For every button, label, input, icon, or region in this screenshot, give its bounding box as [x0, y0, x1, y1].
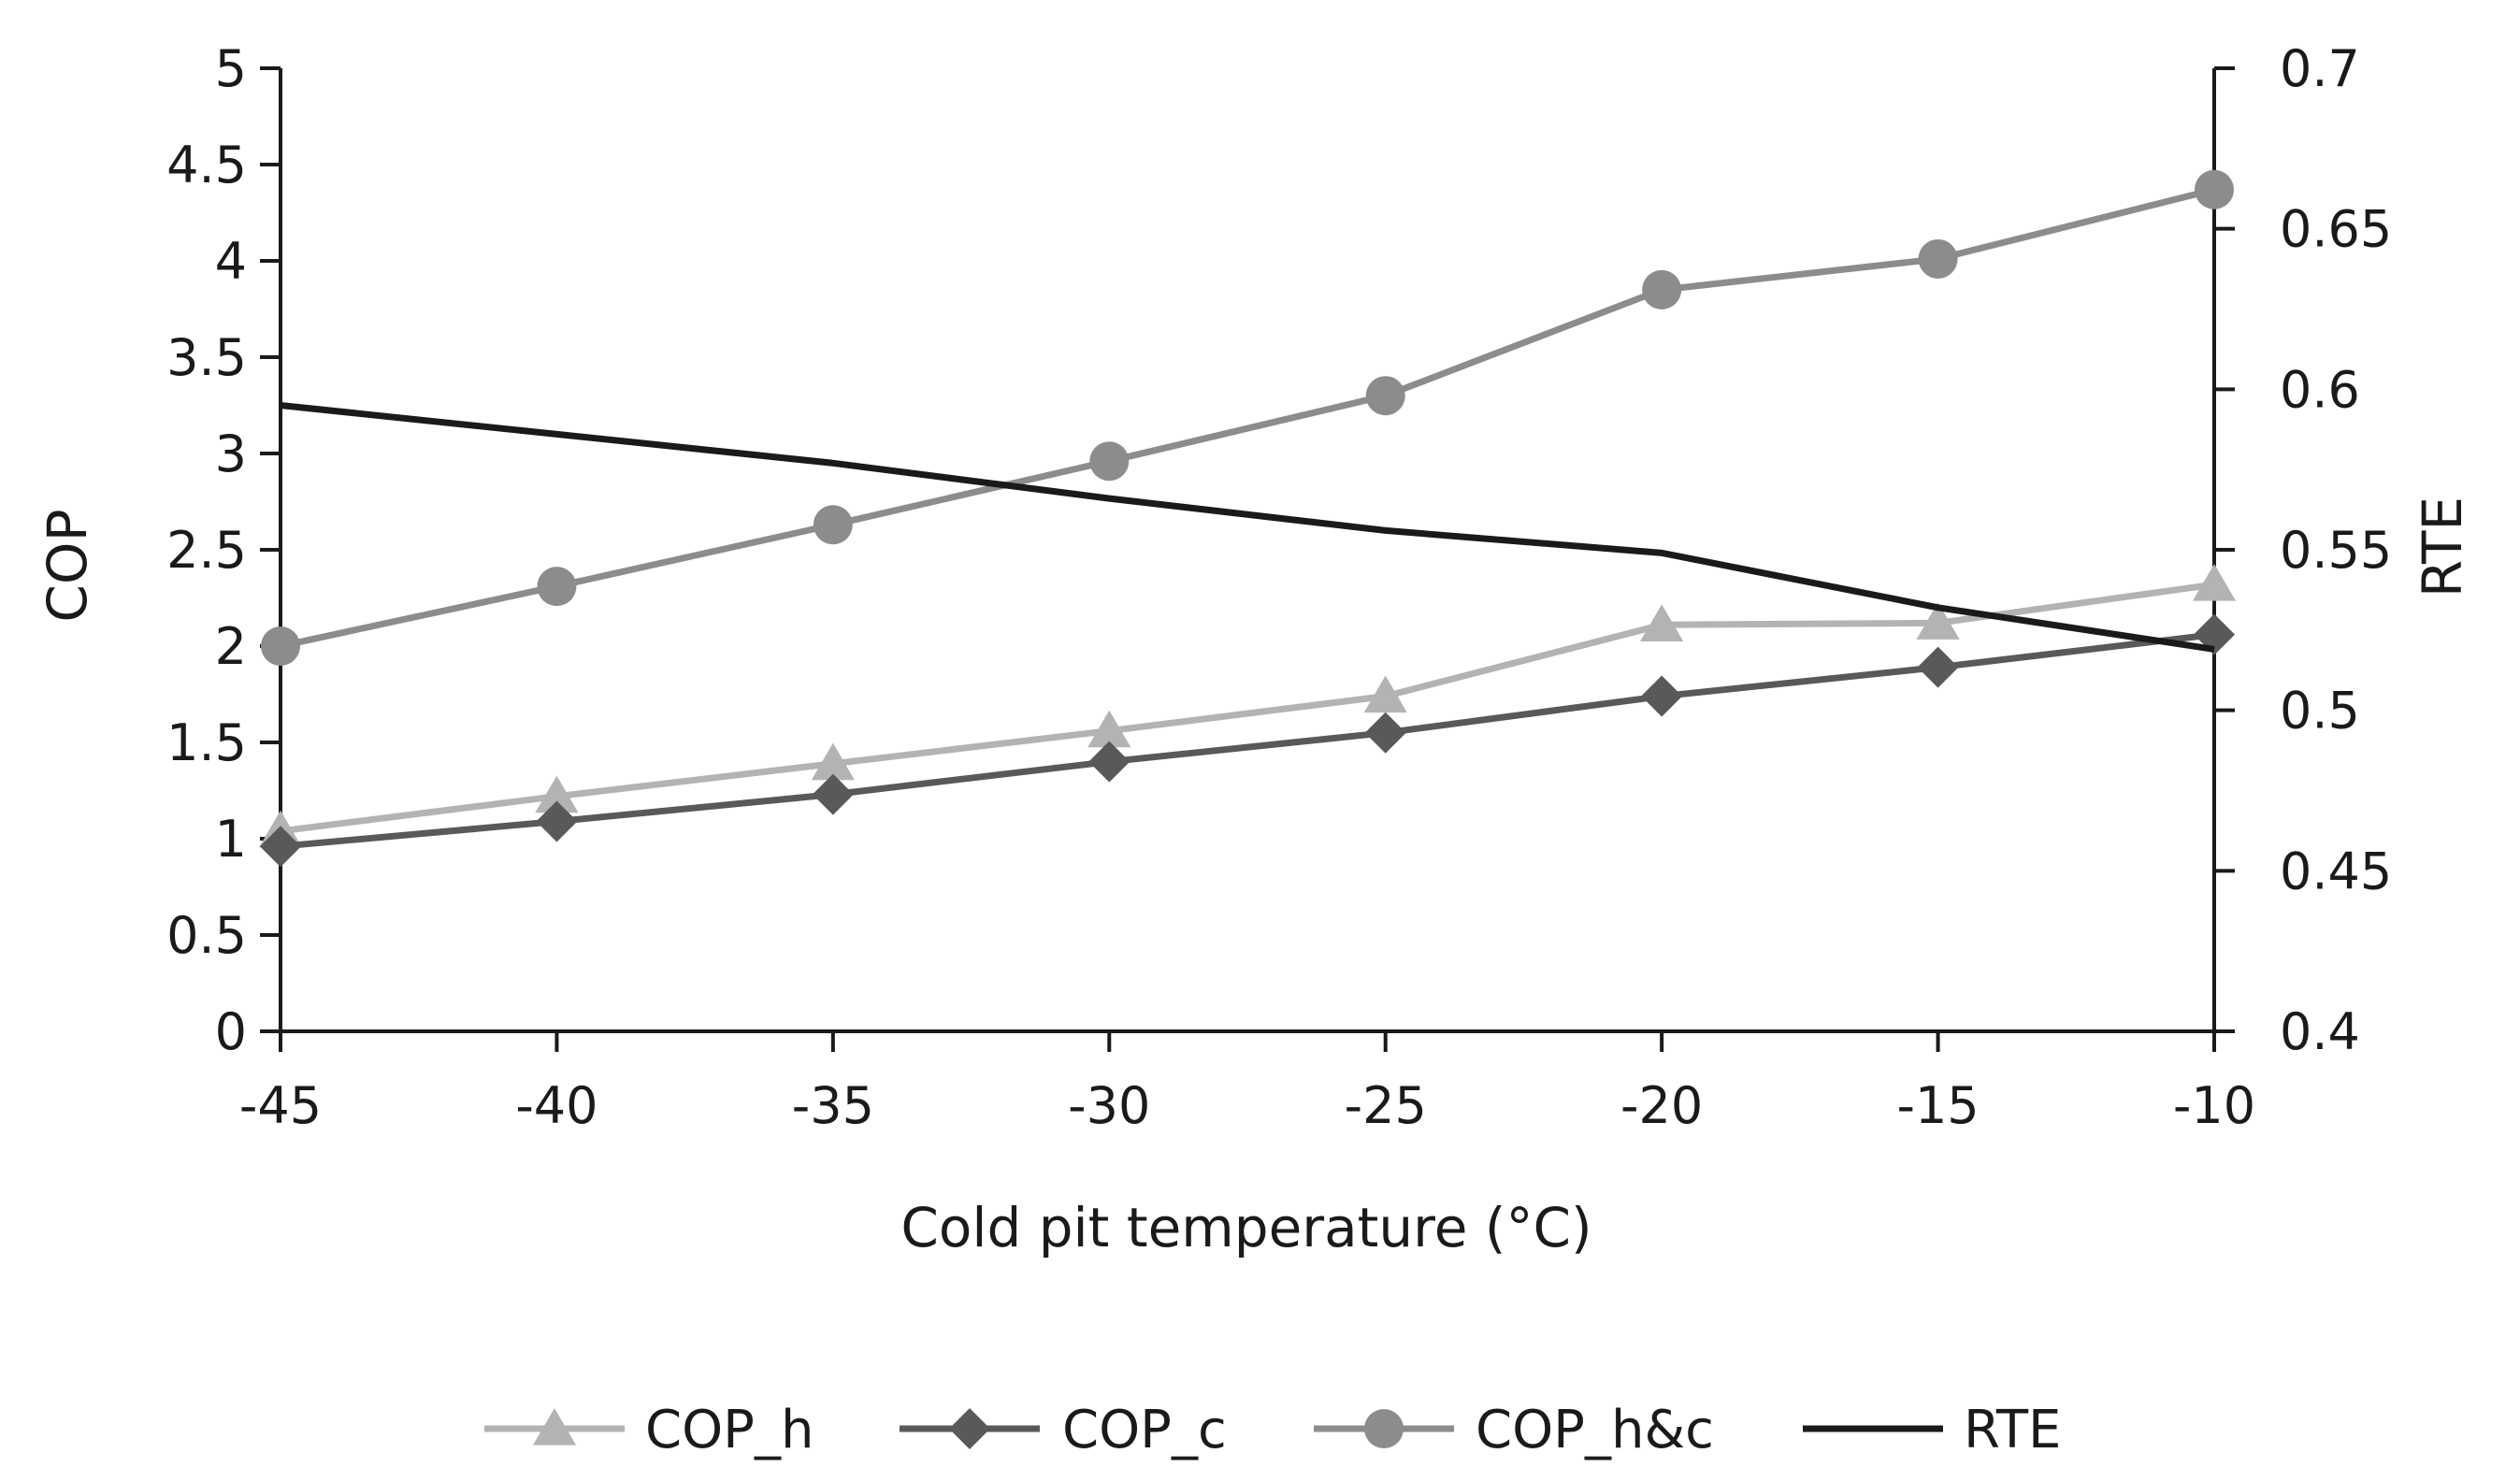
x-tick-label: -15	[1896, 1076, 1979, 1135]
data-point	[1364, 712, 1406, 754]
data-point	[813, 505, 853, 545]
series-COP_c	[260, 613, 2235, 868]
legend-label: RTE	[1964, 1400, 2061, 1460]
legend-label: COP_c	[1062, 1400, 1227, 1460]
y-tick-label: 3.5	[166, 328, 247, 387]
legend-marker	[949, 1408, 990, 1449]
y-axis-title: COP	[36, 509, 99, 622]
y-tick-label: 2	[215, 617, 247, 676]
y-tick-label: 3	[215, 424, 247, 483]
data-point	[1089, 441, 1130, 482]
legend-item: COP_h	[484, 1400, 814, 1460]
data-point	[536, 800, 578, 842]
legend: COP_h COP_c COP_h&c RTE	[484, 1400, 2061, 1460]
axes: 0 0.5 1 1.5 2 2.5 3 3.5 4 4.5 5 0.4 0.45 0.5 0.55 0.6 0.…	[166, 39, 2392, 1135]
legend-item: RTE	[1803, 1400, 2061, 1460]
data-point	[2195, 169, 2234, 209]
data-point	[1640, 604, 1684, 641]
x-tick-label: -10	[2173, 1076, 2255, 1135]
y-tick-label: 4	[215, 232, 247, 291]
data-point	[1088, 741, 1130, 783]
y2-tick-label: 0.55	[2280, 521, 2392, 580]
data-point	[2192, 564, 2237, 601]
series-line	[280, 402, 2215, 653]
data-point	[1917, 646, 1959, 688]
series-COP_h&c	[261, 169, 2234, 666]
series-line	[280, 631, 2215, 850]
y2-tick-label: 0.65	[2280, 200, 2392, 259]
data-point	[260, 826, 301, 868]
data-point	[1641, 675, 1683, 717]
data-point	[1365, 376, 1405, 416]
x-tick-label: -25	[1345, 1076, 1427, 1135]
data-point	[537, 567, 577, 607]
y-tick-label: 4.5	[166, 136, 247, 194]
x-axis-title: Cold pit temperature (°C)	[900, 1196, 1591, 1259]
y-tick-label: 1.5	[166, 713, 247, 772]
x-tick-label: -35	[792, 1076, 874, 1135]
data-point	[261, 626, 300, 666]
y-tick-label: 0.5	[166, 906, 247, 965]
y2-tick-label: 0.5	[2280, 682, 2360, 741]
y-tick-label: 2.5	[166, 521, 247, 580]
series-layer	[258, 169, 2237, 868]
data-point	[1087, 710, 1131, 748]
x-tick-label: -30	[1068, 1076, 1150, 1135]
series-RTE	[280, 402, 2215, 653]
data-point	[812, 773, 854, 815]
data-point	[1363, 675, 1407, 713]
data-point	[1916, 602, 1960, 640]
y2-axis-title: RTE	[2411, 496, 2474, 597]
x-tick-label: -45	[239, 1076, 322, 1135]
y2-tick-label: 0.4	[2280, 1002, 2360, 1061]
series-line	[280, 581, 2215, 835]
x-tick-label: -40	[515, 1076, 598, 1135]
series-line	[280, 186, 2215, 650]
y2-tick-label: 0.45	[2280, 842, 2392, 900]
data-point	[535, 775, 579, 813]
x-tick-label: -20	[1620, 1076, 1703, 1135]
data-point	[811, 742, 855, 781]
y-tick-label: 5	[215, 39, 247, 98]
legend-marker	[1364, 1409, 1404, 1448]
legend-item: COP_h&c	[1314, 1400, 1714, 1460]
y-tick-label: 0	[215, 1002, 247, 1061]
data-point	[1918, 238, 1958, 279]
legend-item: COP_c	[900, 1400, 1227, 1460]
legend-label: COP_h&c	[1476, 1400, 1714, 1460]
y-tick-label: 1	[215, 810, 247, 869]
legend-marker	[532, 1408, 577, 1446]
y2-tick-label: 0.7	[2280, 39, 2360, 98]
legend-label: COP_h	[645, 1400, 814, 1460]
data-point	[1642, 269, 1682, 309]
y2-tick-label: 0.6	[2280, 360, 2360, 419]
